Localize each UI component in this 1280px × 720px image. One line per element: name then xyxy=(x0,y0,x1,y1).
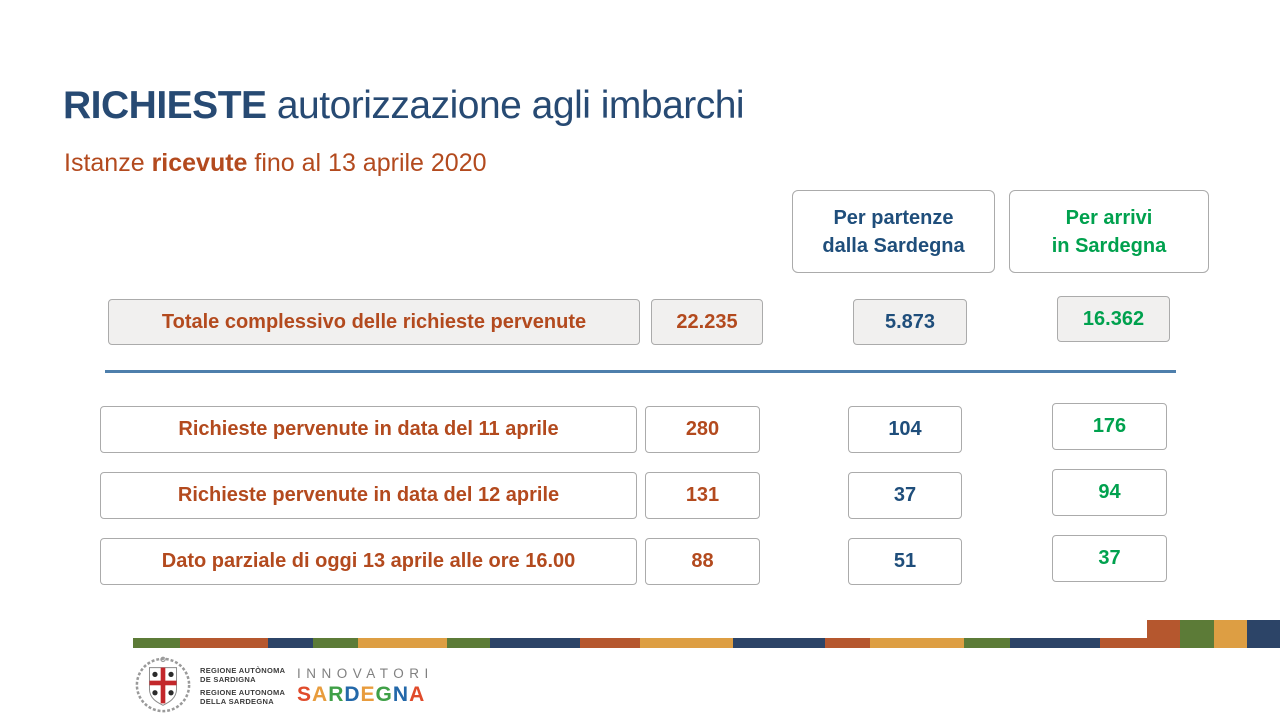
stripe-segment xyxy=(1010,638,1100,648)
brand-letter: S xyxy=(297,683,313,706)
column-header-partenze-line1: Per partenze xyxy=(833,206,954,229)
footer-stripe xyxy=(133,638,1147,648)
stripe-segment xyxy=(447,638,490,648)
stripe-segment xyxy=(268,638,313,648)
innovatori-sardegna-logo: INNOVATORI SARDEGNA xyxy=(297,666,434,707)
regione-line: REGIONE AUTÒNOMA xyxy=(200,666,286,675)
stripe-segment xyxy=(580,638,640,648)
column-header-partenze-line2: dalla Sardegna xyxy=(822,234,965,257)
regione-line: DELLA SARDEGNA xyxy=(200,697,274,706)
divider-line xyxy=(105,370,1176,373)
page-title: RICHIESTE autorizzazione agli imbarchi xyxy=(63,84,745,128)
row-total-value: 131 xyxy=(645,472,760,519)
regione-line: REGIONE AUTONOMA xyxy=(200,688,286,697)
subtitle-emphasis: ricevute xyxy=(151,149,248,177)
brand-letter: A xyxy=(409,683,426,706)
row-label: Richieste pervenute in data del 12 april… xyxy=(100,472,637,519)
row-total-value: 88 xyxy=(645,538,760,585)
brand-innovatori: INNOVATORI xyxy=(297,666,434,681)
row-partenze-value: 51 xyxy=(848,538,962,585)
column-header-arrivi-line2: in Sardegna xyxy=(1051,234,1167,257)
corner-block xyxy=(1213,620,1247,648)
total-row-partenze-value: 5.873 xyxy=(853,299,967,345)
brand-sardegna: SARDEGNA xyxy=(297,683,434,707)
stripe-segment xyxy=(490,638,580,648)
stripe-segment xyxy=(313,638,358,648)
column-header-arrivi-line1: Per arrivi xyxy=(1065,206,1153,229)
brand-letter: N xyxy=(392,683,410,706)
stripe-segment xyxy=(358,638,447,648)
corner-block xyxy=(1147,620,1181,648)
row-arrivi-value: 176 xyxy=(1052,403,1167,450)
column-header-arrivi: Per arrivi in Sardegna xyxy=(1009,190,1209,273)
sardegna-crest-icon xyxy=(134,656,192,719)
brand-letter: A xyxy=(312,683,329,706)
subtitle-post: fino al 13 aprile 2020 xyxy=(247,149,487,177)
row-total-value: 280 xyxy=(645,406,760,453)
title-rest: autorizzazione agli imbarchi xyxy=(266,84,745,128)
brand-letter: G xyxy=(375,683,393,706)
regione-logo-text: REGIONE AUTÒNOMA DE SARDIGNA REGIONE AUT… xyxy=(200,666,285,706)
stripe-segment xyxy=(1100,638,1147,648)
regione-line: DE SARDIGNA xyxy=(200,675,256,684)
row-label: Dato parziale di oggi 13 aprile alle ore… xyxy=(100,538,637,585)
row-arrivi-value: 37 xyxy=(1052,535,1167,582)
stripe-segment xyxy=(964,638,1010,648)
corner-block xyxy=(1246,620,1280,648)
row-arrivi-value: 94 xyxy=(1052,469,1167,516)
title-emphasis: RICHIESTE xyxy=(63,84,267,128)
brand-letter: R xyxy=(328,683,345,706)
total-row-total-value: 22.235 xyxy=(651,299,763,345)
column-header-partenze: Per partenze dalla Sardegna xyxy=(792,190,995,273)
brand-letter: D xyxy=(344,683,361,706)
row-label: Richieste pervenute in data del 11 april… xyxy=(100,406,637,453)
brand-letter: E xyxy=(360,683,376,706)
total-row-arrivi-value: 16.362 xyxy=(1057,296,1170,342)
stripe-segment xyxy=(825,638,870,648)
footer-blocks xyxy=(1147,620,1280,648)
corner-block xyxy=(1180,620,1214,648)
stripe-segment xyxy=(733,638,825,648)
stripe-segment xyxy=(180,638,268,648)
row-partenze-value: 104 xyxy=(848,406,962,453)
row-partenze-value: 37 xyxy=(848,472,962,519)
subtitle-pre: Istanze xyxy=(64,149,152,177)
total-row-label: Totale complessivo delle richieste perve… xyxy=(108,299,640,345)
page-subtitle: Istanze ricevute fino al 13 aprile 2020 xyxy=(64,149,487,178)
stripe-segment xyxy=(870,638,964,648)
stripe-segment xyxy=(133,638,180,648)
stripe-segment xyxy=(640,638,733,648)
